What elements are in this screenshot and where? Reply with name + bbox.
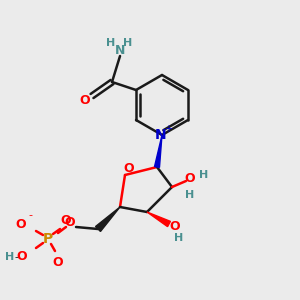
Text: H: H [123,38,133,48]
Text: O: O [80,94,90,107]
Text: O: O [170,220,180,232]
Text: H: H [106,38,116,48]
Text: O: O [53,256,63,269]
Polygon shape [154,135,162,167]
Text: H: H [5,252,15,262]
Text: H: H [185,190,195,200]
Text: -: - [14,252,18,262]
Text: O: O [65,215,75,229]
Text: -: - [28,210,32,220]
Text: O: O [17,250,27,263]
Text: O: O [124,163,134,176]
Text: O: O [16,218,26,232]
Text: O: O [185,172,195,185]
Text: P: P [43,232,53,246]
Text: N: N [115,44,125,58]
Text: +: + [164,124,172,134]
Text: N: N [155,128,167,142]
Text: O: O [61,214,71,227]
Text: H: H [200,170,208,180]
Text: H: H [174,233,184,243]
Polygon shape [147,212,170,226]
Polygon shape [95,207,120,232]
